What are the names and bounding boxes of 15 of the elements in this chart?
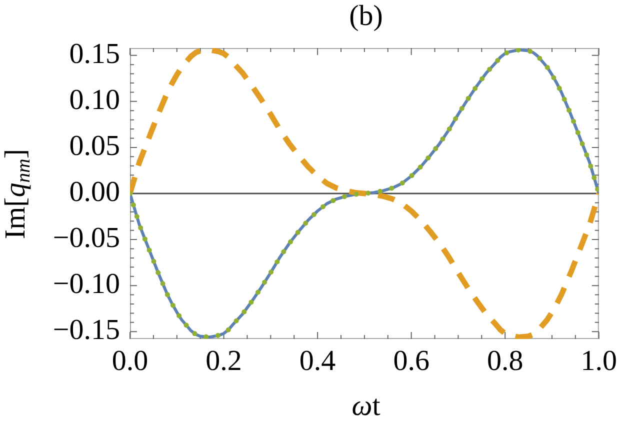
x-tick-label: 0.0: [112, 345, 148, 378]
x-tick-label: 0.2: [206, 345, 242, 378]
x-axis-title: ωt: [352, 390, 380, 422]
x-tick-label: 0.8: [486, 345, 524, 378]
y-tick-label: 0.00: [69, 176, 120, 208]
y-tick-label: 0.10: [69, 84, 120, 116]
y-tick-label: 0.15: [69, 38, 120, 70]
chart-title: (b): [349, 0, 383, 32]
x-tick-label: 1.0: [580, 345, 617, 378]
y-tick-label: −0.05: [52, 222, 120, 254]
y-tick-label: −0.10: [52, 268, 120, 300]
y-tick-label: 0.05: [69, 130, 120, 162]
y-tick-label: −0.15: [52, 314, 120, 346]
x-tick-label: 0.6: [393, 345, 430, 378]
x-tick-label: 0.4: [299, 345, 336, 378]
